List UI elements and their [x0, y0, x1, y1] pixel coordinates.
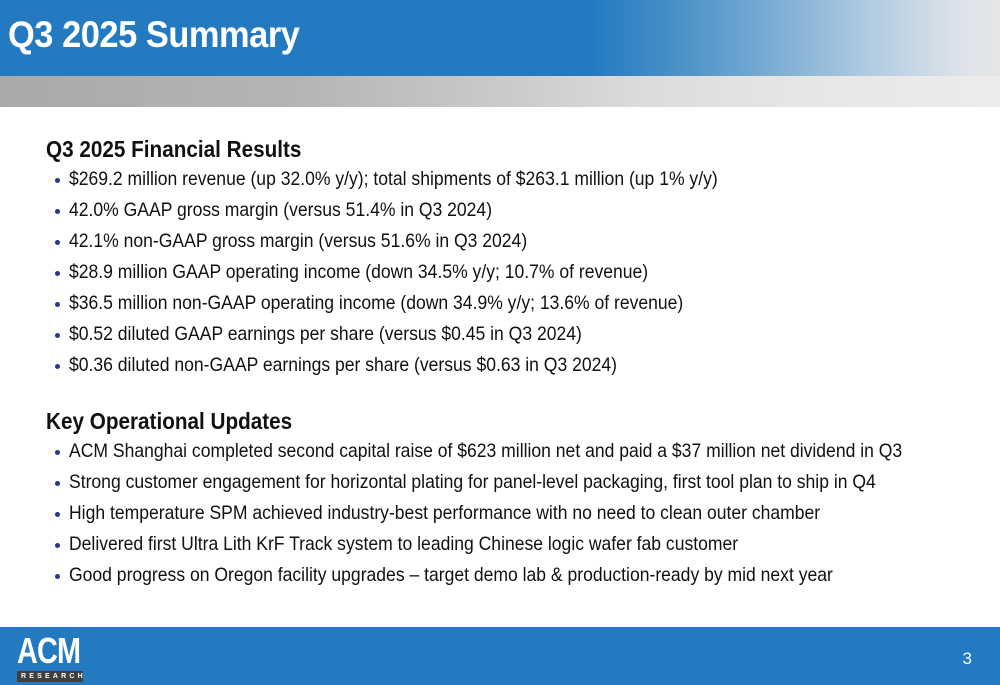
- bullet-text: $28.9 million GAAP operating income (dow…: [69, 261, 649, 283]
- bullet-text: ACM Shanghai completed second capital ra…: [69, 440, 903, 462]
- list-item: ACM Shanghai completed second capital ra…: [55, 436, 986, 467]
- list-item: $0.52 diluted GAAP earnings per share (v…: [55, 319, 986, 350]
- bullet-icon: [55, 450, 60, 455]
- list-item: 42.1% non-GAAP gross margin (versus 51.6…: [55, 226, 986, 257]
- bullet-icon: [55, 512, 60, 517]
- page-number: 3: [962, 649, 972, 668]
- bullet-text: 42.0% GAAP gross margin (versus 51.4% in…: [69, 199, 493, 221]
- bullet-icon: [55, 364, 60, 369]
- list-item: Strong customer engagement for horizonta…: [55, 467, 986, 498]
- slide-content: Q3 2025 Financial Results $269.2 million…: [46, 134, 986, 591]
- bullet-text: 42.1% non-GAAP gross margin (versus 51.6…: [69, 230, 528, 252]
- list-item: $269.2 million revenue (up 32.0% y/y); t…: [55, 164, 986, 195]
- bullet-icon: [55, 543, 60, 548]
- title-banner: Q3 2025 Summary: [0, 0, 1000, 76]
- title-underline-band: [0, 76, 1000, 107]
- acm-research-logo: ACM RESEARCH: [17, 630, 85, 682]
- logo-wordmark: ACM: [17, 630, 81, 671]
- bullet-icon: [55, 481, 60, 486]
- bullet-text: $36.5 million non-GAAP operating income …: [69, 292, 684, 314]
- list-item: $36.5 million non-GAAP operating income …: [55, 288, 986, 319]
- page-title: Q3 2025 Summary: [8, 14, 300, 55]
- list-item: High temperature SPM achieved industry-b…: [55, 498, 986, 529]
- bullet-icon: [55, 574, 60, 579]
- section-heading: Q3 2025 Financial Results: [46, 136, 302, 162]
- bullet-text: Strong customer engagement for horizonta…: [69, 471, 876, 493]
- list-item: Good progress on Oregon facility upgrade…: [55, 560, 986, 591]
- list-item: Delivered first Ultra Lith KrF Track sys…: [55, 529, 986, 560]
- bullet-icon: [55, 333, 60, 338]
- bullet-text: Delivered first Ultra Lith KrF Track sys…: [69, 533, 739, 555]
- section-heading: Key Operational Updates: [46, 408, 293, 434]
- bullet-icon: [55, 240, 60, 245]
- bullet-text: $0.52 diluted GAAP earnings per share (v…: [69, 323, 582, 345]
- bullet-text: Good progress on Oregon facility upgrade…: [69, 564, 833, 586]
- footer-bar: ACM RESEARCH 3: [0, 627, 1000, 685]
- operational-updates-section: Key Operational Updates ACM Shanghai com…: [46, 406, 986, 591]
- logo-subtitle: RESEARCH: [17, 671, 83, 682]
- bullet-icon: [55, 302, 60, 307]
- list-item: $28.9 million GAAP operating income (dow…: [55, 257, 986, 288]
- bullet-text: $269.2 million revenue (up 32.0% y/y); t…: [69, 168, 718, 190]
- bullet-text: $0.36 diluted non-GAAP earnings per shar…: [69, 354, 617, 376]
- list-item: 42.0% GAAP gross margin (versus 51.4% in…: [55, 195, 986, 226]
- bullet-list: ACM Shanghai completed second capital ra…: [55, 436, 986, 591]
- bullet-icon: [55, 178, 60, 183]
- bullet-list: $269.2 million revenue (up 32.0% y/y); t…: [55, 164, 986, 381]
- bullet-icon: [55, 209, 60, 214]
- bullet-text: High temperature SPM achieved industry-b…: [69, 502, 821, 524]
- list-item: $0.36 diluted non-GAAP earnings per shar…: [55, 350, 986, 381]
- financial-results-section: Q3 2025 Financial Results $269.2 million…: [46, 134, 986, 381]
- bullet-icon: [55, 271, 60, 276]
